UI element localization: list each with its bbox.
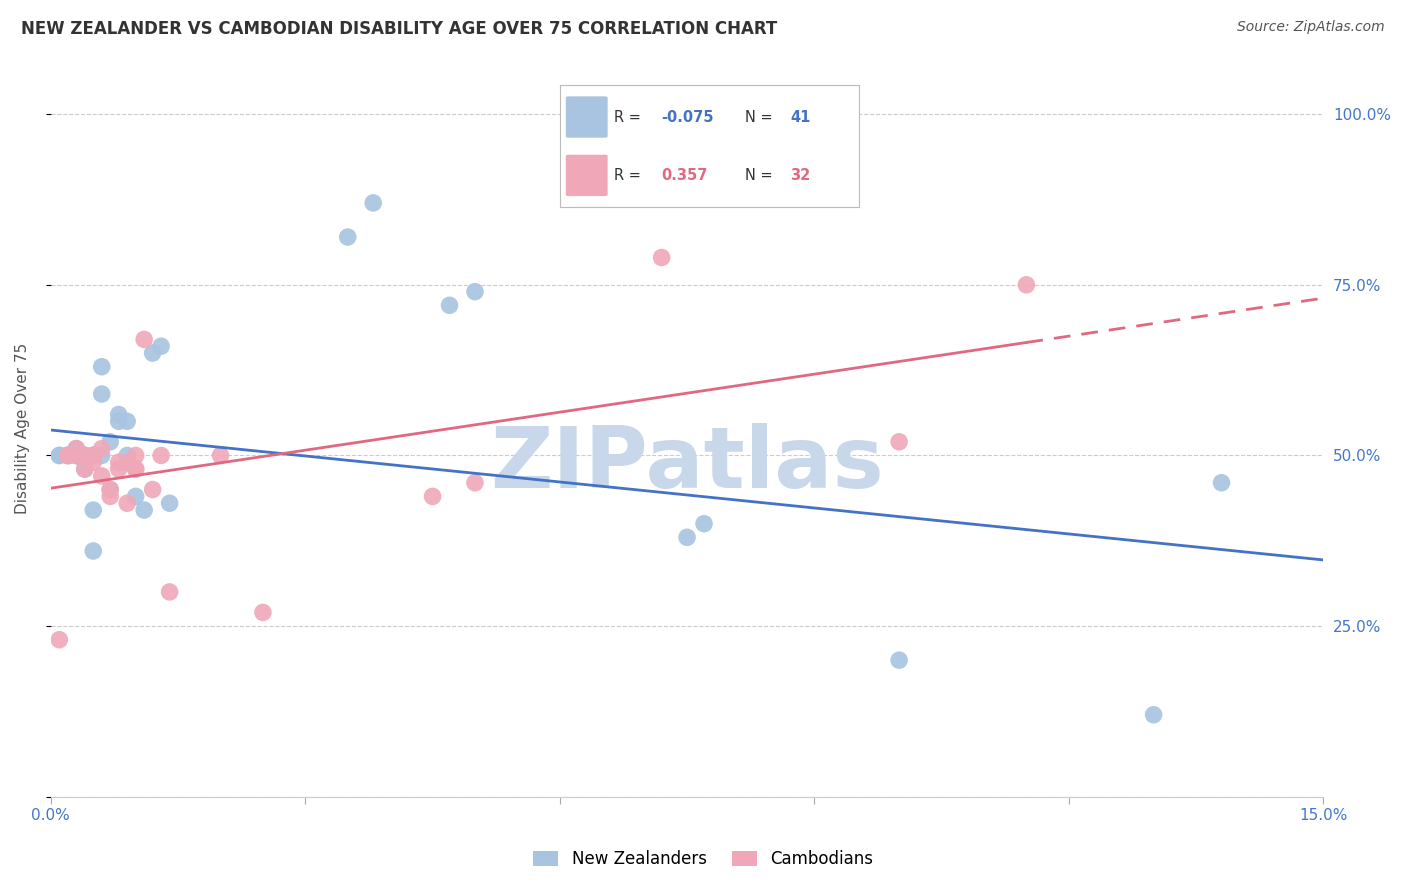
Point bbox=[142, 346, 165, 360]
Point bbox=[150, 339, 173, 353]
Point bbox=[73, 455, 96, 469]
Point bbox=[115, 455, 138, 469]
Point bbox=[252, 606, 274, 620]
Point bbox=[65, 449, 87, 463]
Point bbox=[1211, 475, 1233, 490]
Point bbox=[90, 387, 112, 401]
Point bbox=[124, 462, 146, 476]
Point bbox=[115, 449, 138, 463]
Point bbox=[1015, 277, 1038, 292]
Point bbox=[115, 455, 138, 469]
Point bbox=[1142, 707, 1164, 722]
Point bbox=[336, 230, 359, 244]
Point bbox=[887, 653, 910, 667]
Point bbox=[159, 585, 181, 599]
Point bbox=[56, 449, 79, 463]
Point bbox=[124, 489, 146, 503]
Point bbox=[107, 455, 129, 469]
Point bbox=[48, 632, 70, 647]
Point bbox=[439, 298, 461, 312]
Point bbox=[56, 449, 79, 463]
Point bbox=[82, 449, 104, 463]
Point bbox=[82, 449, 104, 463]
Point bbox=[90, 359, 112, 374]
Point bbox=[98, 483, 121, 497]
Point bbox=[98, 483, 121, 497]
Point bbox=[676, 530, 699, 544]
Point bbox=[73, 449, 96, 463]
Point bbox=[56, 449, 79, 463]
Point bbox=[464, 475, 486, 490]
Point bbox=[159, 496, 181, 510]
Point bbox=[134, 503, 156, 517]
Point bbox=[651, 251, 673, 265]
Point bbox=[73, 449, 96, 463]
Point bbox=[142, 483, 165, 497]
Point bbox=[56, 449, 79, 463]
Point bbox=[124, 462, 146, 476]
Point bbox=[107, 462, 129, 476]
Point bbox=[209, 449, 232, 463]
Point bbox=[65, 449, 87, 463]
Point bbox=[361, 195, 384, 210]
Point bbox=[65, 449, 87, 463]
Point bbox=[134, 333, 156, 347]
Point bbox=[56, 449, 79, 463]
Point bbox=[693, 516, 716, 531]
Text: NEW ZEALANDER VS CAMBODIAN DISABILITY AGE OVER 75 CORRELATION CHART: NEW ZEALANDER VS CAMBODIAN DISABILITY AG… bbox=[21, 20, 778, 37]
Point bbox=[90, 469, 112, 483]
Point bbox=[65, 442, 87, 456]
Text: ZIPatlas: ZIPatlas bbox=[491, 424, 884, 507]
Point bbox=[48, 449, 70, 463]
Point bbox=[73, 449, 96, 463]
Point bbox=[887, 434, 910, 449]
Point bbox=[82, 449, 104, 463]
Point bbox=[150, 449, 173, 463]
Point bbox=[124, 449, 146, 463]
Legend: New Zealanders, Cambodians: New Zealanders, Cambodians bbox=[526, 844, 880, 875]
Point bbox=[73, 462, 96, 476]
Point bbox=[82, 455, 104, 469]
Point bbox=[98, 489, 121, 503]
Text: Source: ZipAtlas.com: Source: ZipAtlas.com bbox=[1237, 20, 1385, 34]
Point bbox=[107, 408, 129, 422]
Point bbox=[73, 462, 96, 476]
Y-axis label: Disability Age Over 75: Disability Age Over 75 bbox=[15, 343, 30, 514]
Point bbox=[98, 434, 121, 449]
Point bbox=[65, 449, 87, 463]
Point bbox=[82, 503, 104, 517]
Point bbox=[82, 449, 104, 463]
Point bbox=[422, 489, 444, 503]
Point bbox=[65, 442, 87, 456]
Point bbox=[82, 544, 104, 558]
Point bbox=[48, 449, 70, 463]
Point bbox=[115, 496, 138, 510]
Point bbox=[115, 414, 138, 428]
Point bbox=[107, 414, 129, 428]
Point bbox=[90, 442, 112, 456]
Point bbox=[464, 285, 486, 299]
Point bbox=[90, 449, 112, 463]
